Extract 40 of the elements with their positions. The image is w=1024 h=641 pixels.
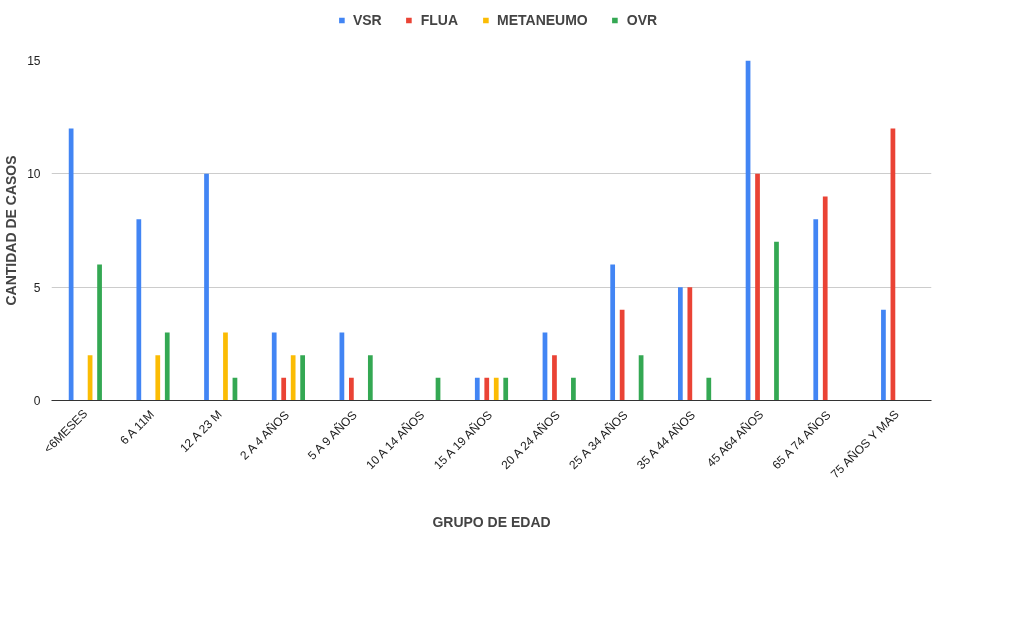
legend-label: OVR: [626, 12, 658, 28]
y-tick-label: 10: [27, 167, 41, 182]
legend-label: FLUA: [420, 12, 459, 28]
y-tick-label: 15: [27, 54, 41, 68]
bar: [271, 332, 277, 401]
bar: [349, 377, 354, 401]
bar: [155, 355, 161, 401]
bar: [281, 377, 287, 401]
bar: [822, 196, 828, 401]
legend-label: VSR: [352, 12, 382, 28]
bar: [677, 287, 683, 401]
bar: [164, 332, 170, 401]
y-axis-title: CANTIDAD DE CASOS: [3, 155, 20, 306]
bar: [755, 173, 760, 401]
bar: [97, 264, 102, 401]
bar: [367, 355, 373, 401]
x-axis-title: GRUPO DE EDAD: [432, 514, 551, 530]
bar: [706, 377, 712, 401]
bar: [300, 355, 306, 401]
bar: [610, 264, 616, 401]
x-tick-label: 12 A 23 M: [177, 407, 225, 456]
bar: [474, 377, 480, 401]
bar: [68, 128, 74, 401]
y-tick-label: 5: [33, 280, 41, 295]
bar: [813, 219, 819, 401]
bar: [223, 332, 228, 401]
bar: [687, 287, 693, 401]
bar: [484, 377, 490, 401]
bar: [619, 309, 625, 401]
bar: [136, 219, 142, 401]
bar: [493, 377, 499, 401]
bar: [290, 355, 296, 401]
bar: [571, 377, 576, 401]
y-tick-label: 0: [33, 394, 41, 408]
bar: [204, 173, 209, 401]
bar: [774, 241, 779, 401]
bar: [503, 377, 509, 401]
legend-label: METANEUMO: [497, 12, 588, 28]
bar: [552, 355, 557, 401]
bar: [881, 309, 886, 401]
